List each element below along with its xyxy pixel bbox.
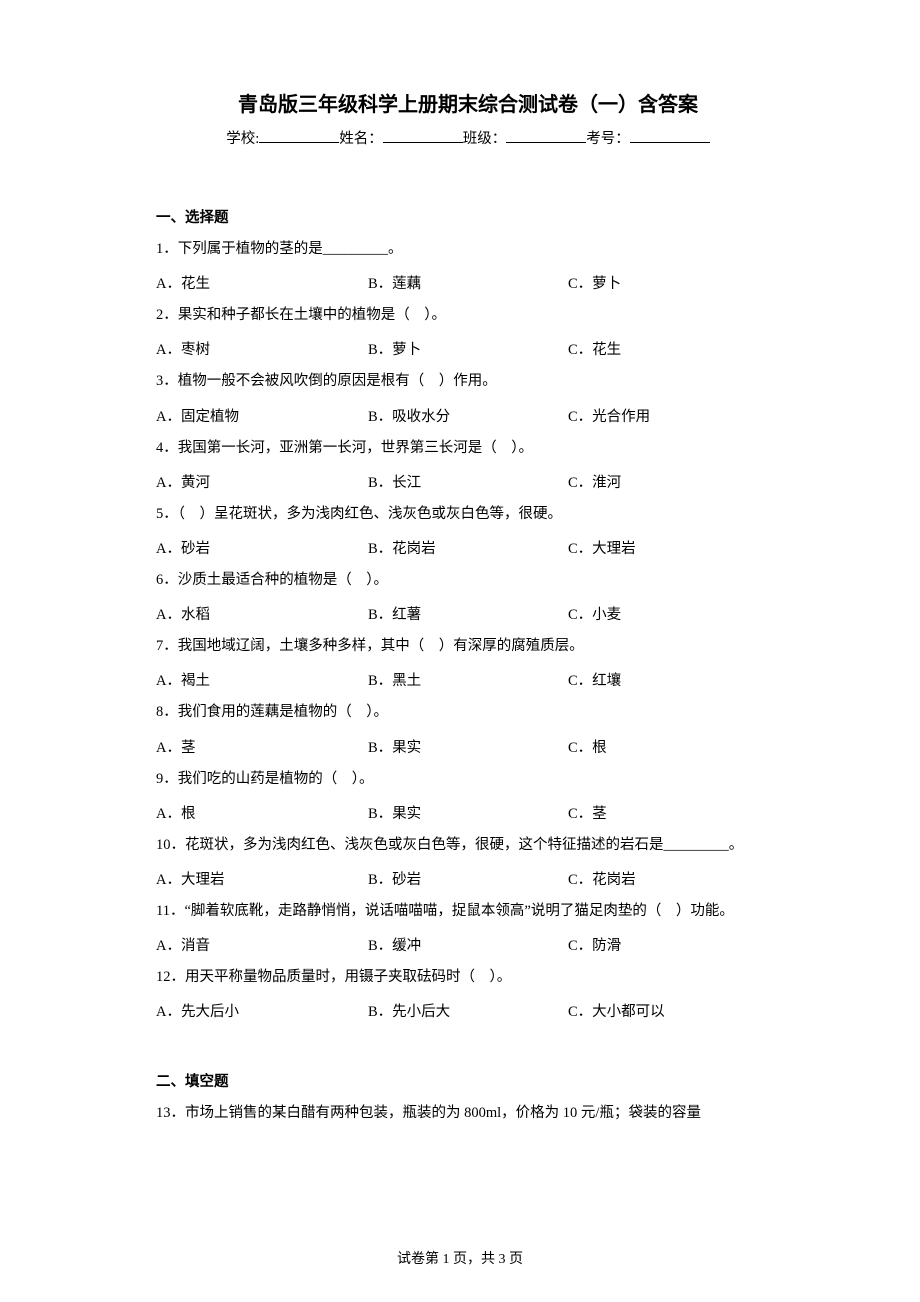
option-c[interactable]: C．花岗岩 — [568, 868, 780, 889]
option-c[interactable]: C．根 — [568, 736, 780, 757]
option-b[interactable]: B．吸收水分 — [368, 405, 568, 426]
question-stem: 12．用天平称量物品质量时，用镊子夹取砝码时（ ）。 — [156, 966, 780, 989]
option-b[interactable]: B．果实 — [368, 802, 568, 823]
option-b[interactable]: B．花岗岩 — [368, 537, 568, 558]
question-stem: 1．下列属于植物的茎的是_________。 — [156, 238, 780, 261]
question-stem: 11．“脚着软底靴，走路静悄悄，说话喵喵喵，捉鼠本领高”说明了猫足肉垫的（ ）功… — [156, 900, 780, 923]
option-a[interactable]: A．褐土 — [156, 669, 368, 690]
question-options: A．砂岩B．花岗岩C．大理岩 — [156, 537, 780, 558]
option-c[interactable]: C．光合作用 — [568, 405, 780, 426]
page-footer: 试卷第 1 页，共 3 页 — [0, 1248, 920, 1268]
option-b[interactable]: B．缓冲 — [368, 934, 568, 955]
section-1-heading: 一、选择题 — [156, 206, 780, 227]
option-a[interactable]: A．水稻 — [156, 603, 368, 624]
question-options: A．先大后小B．先小后大C．大小都可以 — [156, 1000, 780, 1021]
class-blank[interactable] — [506, 129, 586, 143]
option-c[interactable]: C．淮河 — [568, 471, 780, 492]
question-options: A．固定植物B．吸收水分C．光合作用 — [156, 405, 780, 426]
option-a[interactable]: A．先大后小 — [156, 1000, 368, 1021]
question-stem: 4．我国第一长河，亚洲第一长河，世界第三长河是（ ）。 — [156, 437, 780, 460]
examno-label: 考号： — [586, 131, 630, 147]
option-b[interactable]: B．黑土 — [368, 669, 568, 690]
option-c[interactable]: C．茎 — [568, 802, 780, 823]
question-stem: 10．花斑状，多为浅肉红色、浅灰色或灰白色等，很硬，这个特征描述的岩石是____… — [156, 834, 780, 857]
question-stem: 2．果实和种子都长在土壤中的植物是（ ）。 — [156, 304, 780, 327]
school-label: 学校: — [226, 131, 259, 147]
option-c[interactable]: C．萝卜 — [568, 272, 780, 293]
question-options: A．褐土B．黑土C．红壤 — [156, 669, 780, 690]
question-stem: 9．我们吃的山药是植物的（ ）。 — [156, 768, 780, 791]
option-a[interactable]: A．消音 — [156, 934, 368, 955]
option-b[interactable]: B．砂岩 — [368, 868, 568, 889]
option-c[interactable]: C．花生 — [568, 338, 780, 359]
option-c[interactable]: C．大小都可以 — [568, 1000, 780, 1021]
option-a[interactable]: A．花生 — [156, 272, 368, 293]
option-b[interactable]: B．红薯 — [368, 603, 568, 624]
question-options: A．茎B．果实C．根 — [156, 736, 780, 757]
option-b[interactable]: B．萝卜 — [368, 338, 568, 359]
option-b[interactable]: B．先小后大 — [368, 1000, 568, 1021]
option-a[interactable]: A．固定植物 — [156, 405, 368, 426]
option-b[interactable]: B．长江 — [368, 471, 568, 492]
option-b[interactable]: B．果实 — [368, 736, 568, 757]
option-c[interactable]: C．红壤 — [568, 669, 780, 690]
question-options: A．枣树B．萝卜C．花生 — [156, 338, 780, 359]
question-13-stem: 13．市场上销售的某白醋有两种包装，瓶装的为 800ml，价格为 10 元/瓶；… — [156, 1102, 780, 1125]
option-c[interactable]: C．防滑 — [568, 934, 780, 955]
question-stem: 5．（ ）呈花斑状，多为浅肉红色、浅灰色或灰白色等，很硬。 — [156, 503, 780, 526]
class-label: 班级： — [463, 131, 507, 147]
option-a[interactable]: A．茎 — [156, 736, 368, 757]
name-blank[interactable] — [383, 129, 463, 143]
option-a[interactable]: A．黄河 — [156, 471, 368, 492]
option-b[interactable]: B．莲藕 — [368, 272, 568, 293]
question-list: 1．下列属于植物的茎的是_________。 A．花生B．莲藕C．萝卜 2．果实和种… — [156, 238, 780, 1021]
section-2-heading: 二、填空题 — [156, 1070, 780, 1091]
examno-blank[interactable] — [630, 129, 710, 143]
option-a[interactable]: A．大理岩 — [156, 868, 368, 889]
question-options: A．水稻B．红薯C．小麦 — [156, 603, 780, 624]
option-c[interactable]: C．小麦 — [568, 603, 780, 624]
school-blank[interactable] — [259, 129, 339, 143]
option-a[interactable]: A．根 — [156, 802, 368, 823]
student-info-line: 学校: 姓名： 班级： 考号： — [156, 127, 780, 148]
question-stem: 7．我国地域辽阔，土壤多种多样，其中（ ）有深厚的腐殖质层。 — [156, 635, 780, 658]
question-stem: 8．我们食用的莲藕是植物的（ ）。 — [156, 701, 780, 724]
name-label: 姓名： — [339, 131, 383, 147]
question-options: A．花生B．莲藕C．萝卜 — [156, 272, 780, 293]
option-a[interactable]: A．枣树 — [156, 338, 368, 359]
option-a[interactable]: A．砂岩 — [156, 537, 368, 558]
question-stem: 3．植物一般不会被风吹倒的原因是根有（ ）作用。 — [156, 370, 780, 393]
question-options: A．消音B．缓冲C．防滑 — [156, 934, 780, 955]
question-options: A．根B．果实C．茎 — [156, 802, 780, 823]
question-options: A．黄河B．长江C．淮河 — [156, 471, 780, 492]
option-c[interactable]: C．大理岩 — [568, 537, 780, 558]
exam-page: 青岛版三年级科学上册期末综合测试卷（一）含答案 学校: 姓名： 班级： 考号： 一、选… — [0, 0, 920, 1125]
question-options: A．大理岩B．砂岩C．花岗岩 — [156, 868, 780, 889]
page-title: 青岛版三年级科学上册期末综合测试卷（一）含答案 — [156, 88, 780, 117]
question-stem: 6．沙质土最适合种的植物是（ ）。 — [156, 569, 780, 592]
